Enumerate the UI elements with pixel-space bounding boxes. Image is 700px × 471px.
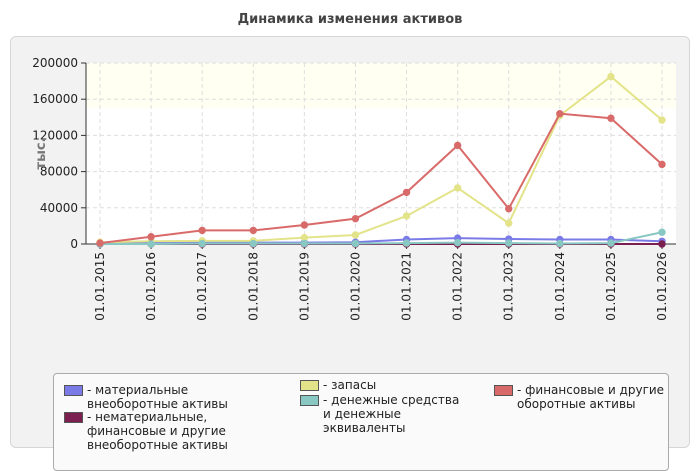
- chart-panel: 0 40000 80000 120000 160000 200000 01.01.2015 0…: [10, 36, 690, 471]
- legend-item-financial-assets: - финансовые и другие оборотные активы: [494, 383, 666, 411]
- data-point: [300, 239, 309, 248]
- legend-label: - денежные средства и денежные эквивален…: [323, 393, 460, 435]
- x-tick-label: 01.01.2026: [655, 252, 669, 321]
- y-tick-label: 80000: [40, 165, 78, 179]
- plot-band: [86, 63, 676, 109]
- series-line: [99, 112, 663, 245]
- legend-swatch: [64, 412, 83, 423]
- series-line: [99, 75, 663, 244]
- data-point: [300, 221, 309, 229]
- data-point: [453, 184, 462, 192]
- data-point: [402, 188, 411, 197]
- x-tick-label: 01.01.2022: [451, 252, 465, 321]
- data-point: [351, 214, 360, 223]
- legend-item-intangible-assets: - нематериальные, финансовые и другие вн…: [64, 410, 264, 452]
- data-point: [607, 72, 615, 81]
- y-tick-label: 160000: [32, 92, 78, 106]
- x-tick-label: 01.01.2017: [195, 252, 209, 321]
- legend-item-inventory: - запасы: [300, 378, 470, 392]
- y-axis-label: тыс.: [34, 138, 49, 170]
- legend-swatch: [300, 395, 319, 406]
- chart-title: Динамика изменения активов: [237, 12, 463, 27]
- x-tick-label: 01.01.2024: [553, 252, 567, 321]
- y-tick-label: 120000: [32, 128, 78, 142]
- legend-label: - материальные внеоборотные активы: [87, 383, 228, 411]
- data-point: [351, 231, 360, 239]
- chart-legend: - материальные внеоборотные активы - нем…: [53, 373, 669, 471]
- series-line: [100, 231, 663, 245]
- data-point: [658, 240, 666, 248]
- data-point: [96, 239, 104, 247]
- legend-item-cash: - денежные средства и денежные эквивален…: [300, 393, 470, 435]
- x-tick-label: 01.01.2023: [502, 252, 516, 321]
- data-point: [658, 116, 666, 124]
- legend-item-tangible-assets: - материальные внеоборотные активы: [64, 383, 274, 411]
- x-tick-label: 01.01.2016: [144, 252, 158, 321]
- legend-label: - финансовые и другие оборотные активы: [517, 383, 665, 411]
- x-tick-label: 01.01.2019: [297, 252, 311, 321]
- legend-swatch: [494, 385, 513, 396]
- data-point: [402, 239, 411, 247]
- data-point: [453, 141, 462, 150]
- data-point: [556, 109, 564, 118]
- data-point: [505, 219, 513, 227]
- data-point: [505, 239, 513, 247]
- legend-label: - нематериальные, финансовые и другие вн…: [87, 410, 228, 452]
- data-point: [556, 239, 564, 248]
- data-point: [658, 228, 666, 236]
- line-chart: 0 40000 80000 120000 160000 200000 01.01.2015 0…: [32, 56, 676, 321]
- y-tick-label: 0: [70, 237, 78, 251]
- data-point: [198, 226, 206, 235]
- data-point: [249, 226, 257, 235]
- data-point: [402, 212, 411, 220]
- data-point: [505, 205, 513, 213]
- data-point: [351, 239, 360, 248]
- data-point: [147, 233, 155, 241]
- data-point: [607, 114, 615, 122]
- series-line: [99, 237, 663, 245]
- legend-label: - запасы: [323, 378, 377, 392]
- legend-swatch: [300, 380, 319, 391]
- legend-swatch: [64, 385, 83, 396]
- x-tick-label: 01.01.2018: [246, 252, 260, 321]
- data-point: [198, 239, 206, 248]
- x-tick-label: 01.01.2020: [348, 252, 362, 321]
- data-point: [658, 160, 666, 169]
- x-tick-label: 01.01.2015: [93, 252, 107, 321]
- y-tick-label: 40000: [40, 201, 78, 215]
- data-point: [147, 240, 155, 248]
- x-tick-label: 01.01.2021: [400, 252, 414, 321]
- data-point: [453, 238, 462, 247]
- x-tick-label: 01.01.2025: [604, 252, 618, 321]
- y-tick-label: 200000: [32, 56, 78, 70]
- data-point: [249, 239, 257, 248]
- data-point: [607, 239, 615, 247]
